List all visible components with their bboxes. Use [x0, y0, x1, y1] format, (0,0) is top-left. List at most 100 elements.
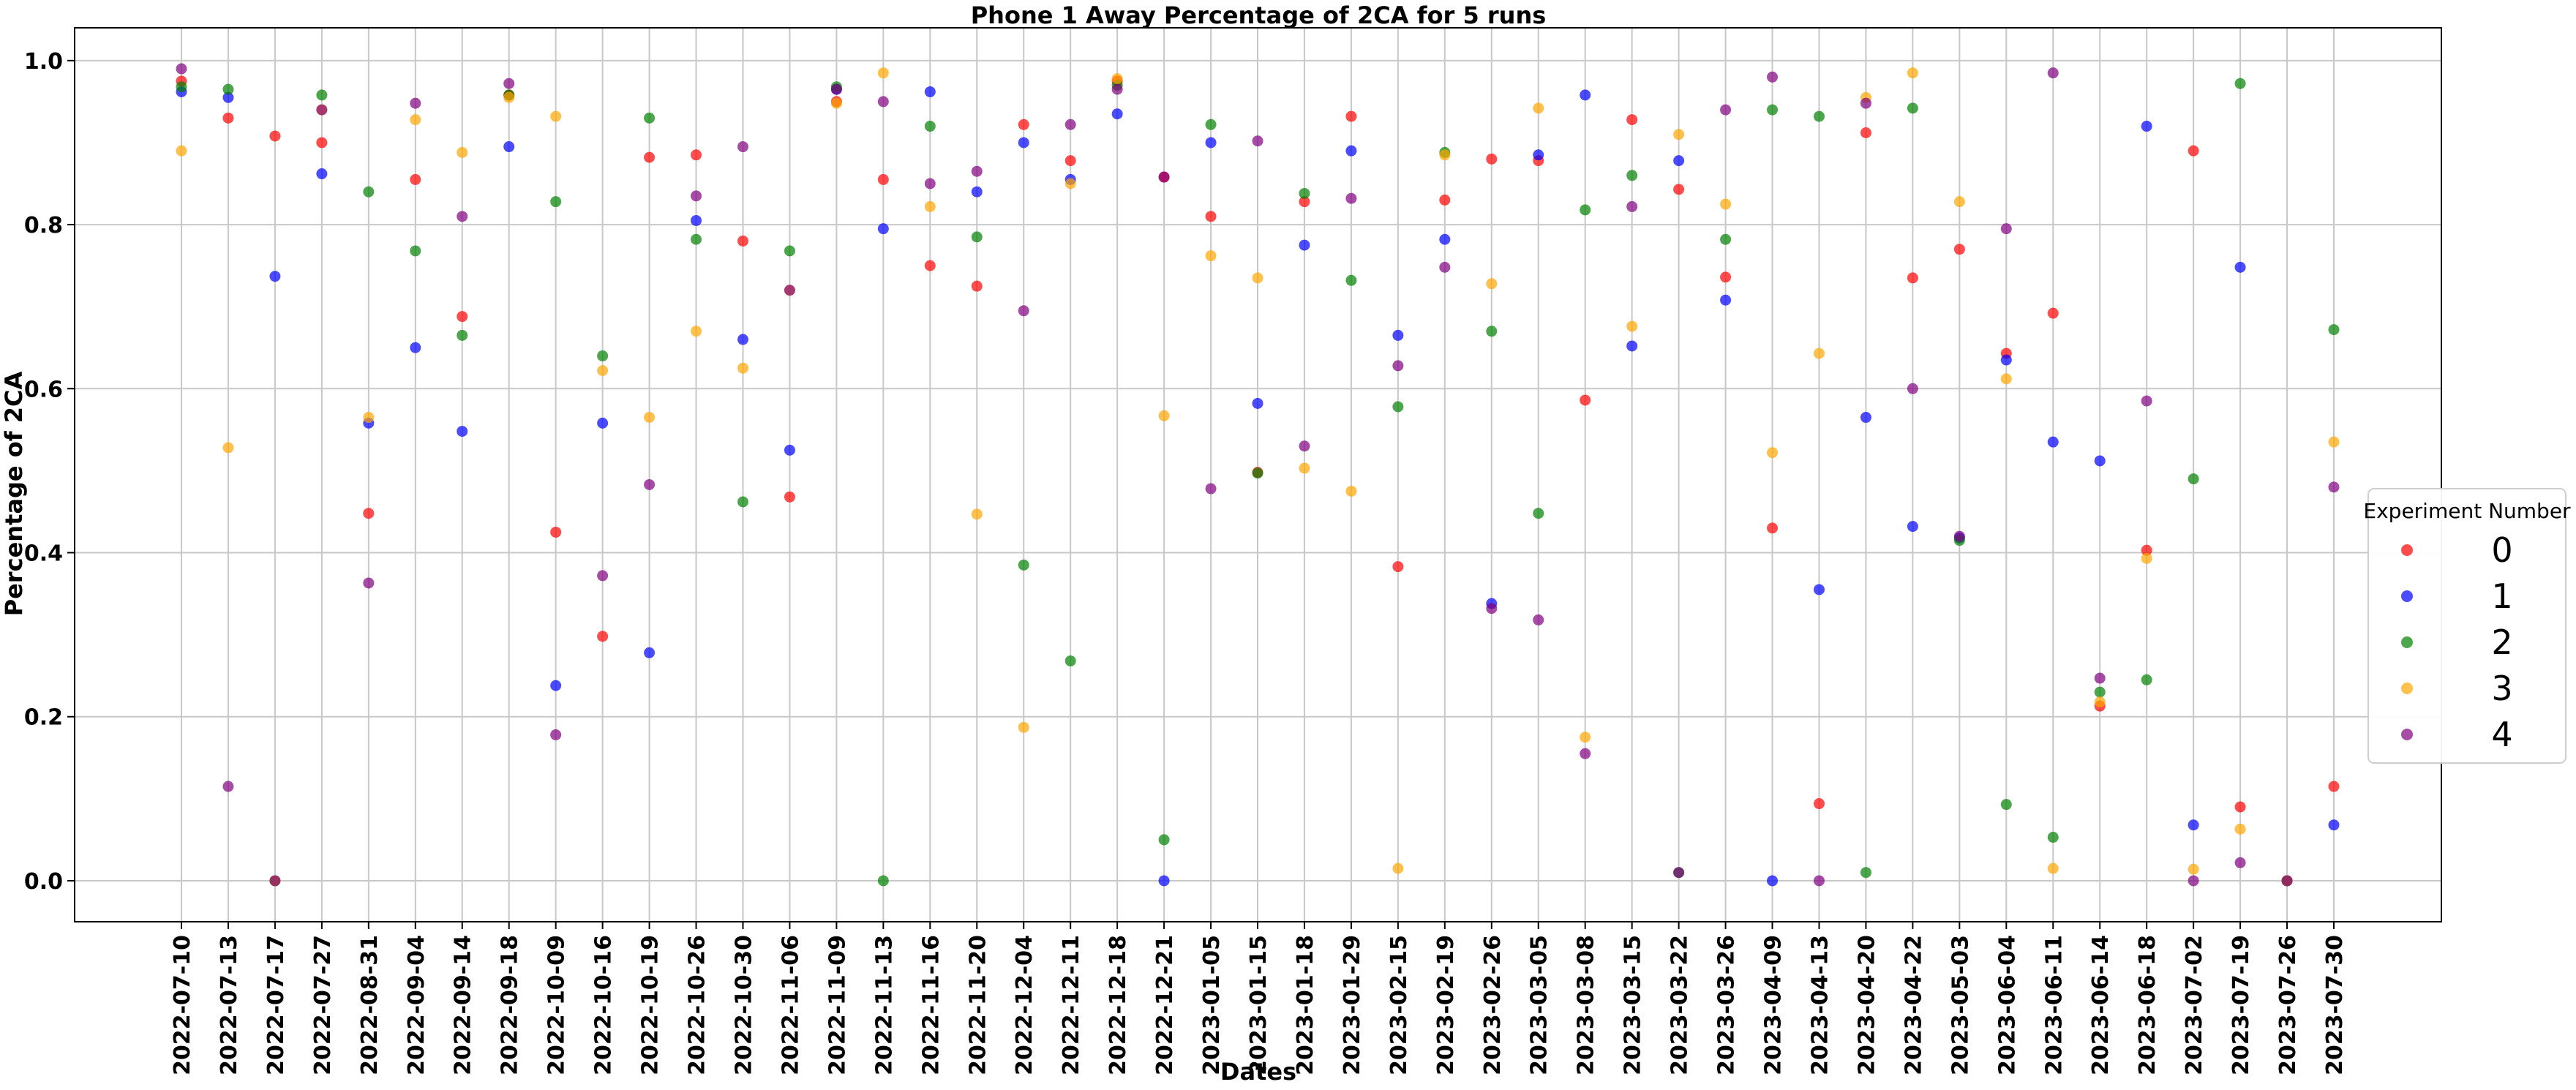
data-point	[1720, 198, 1732, 210]
x-tick-label: 2023-07-30	[2322, 935, 2348, 1075]
data-point	[691, 233, 702, 245]
data-point	[597, 350, 609, 361]
data-point	[2047, 832, 2059, 843]
data-point	[1486, 603, 1498, 614]
data-point	[1064, 655, 1076, 666]
data-point	[1673, 867, 1685, 879]
legend-box	[2367, 488, 2566, 764]
x-tick-label: 2023-04-09	[1761, 935, 1787, 1075]
data-point	[550, 680, 562, 691]
data-point	[2328, 819, 2340, 831]
data-point	[1767, 522, 1779, 534]
data-point	[924, 260, 936, 271]
x-tick-label: 2022-09-04	[404, 935, 429, 1075]
x-tick-label: 2023-01-05	[1199, 935, 1225, 1075]
data-point	[597, 365, 609, 377]
legend-marker-3	[2401, 683, 2413, 694]
data-point	[1345, 485, 1357, 497]
data-point	[1158, 171, 1170, 183]
y-tick-label: 0.4	[24, 541, 63, 567]
x-tick-label: 2023-01-18	[1293, 935, 1318, 1075]
x-tick-label: 2022-11-06	[778, 935, 803, 1075]
data-point	[457, 211, 468, 222]
data-point	[830, 83, 842, 95]
data-point	[1439, 149, 1451, 161]
data-point	[691, 214, 702, 226]
data-point	[1252, 397, 1263, 409]
data-point	[2141, 544, 2152, 556]
data-point	[2000, 373, 2012, 385]
data-point	[550, 110, 562, 122]
data-point	[2141, 395, 2152, 407]
data-point	[924, 178, 936, 189]
data-point	[1252, 467, 1263, 479]
data-point	[2328, 481, 2340, 493]
data-point	[316, 137, 328, 149]
data-point	[1860, 867, 1871, 879]
data-point	[1345, 145, 1357, 157]
data-point	[457, 329, 468, 341]
data-point	[2094, 672, 2106, 684]
legend-label-3: 3	[2491, 669, 2512, 708]
data-point	[1813, 110, 1825, 122]
data-point	[1860, 412, 1871, 424]
data-point	[597, 417, 609, 429]
data-point	[1580, 89, 1591, 101]
data-point	[1626, 340, 1638, 352]
y-tick-label: 0.6	[24, 377, 63, 402]
data-point	[1439, 194, 1451, 206]
legend-label-2: 2	[2491, 623, 2512, 662]
y-axis-label: Percentage of 2CA	[0, 371, 28, 616]
data-point	[1673, 184, 1685, 195]
x-tick-label: 2022-12-04	[1012, 935, 1037, 1075]
data-point	[924, 200, 936, 212]
data-point	[2234, 261, 2246, 273]
data-point	[1299, 440, 1310, 452]
data-point	[2141, 552, 2152, 564]
data-point	[1392, 401, 1404, 413]
data-point	[1345, 274, 1357, 286]
data-point	[1439, 233, 1451, 245]
legend-label-0: 0	[2491, 530, 2512, 570]
data-point	[176, 63, 187, 75]
data-point	[176, 145, 187, 157]
y-tick-label: 1.0	[24, 49, 63, 75]
data-point	[316, 168, 328, 180]
data-point	[1580, 732, 1591, 743]
data-point	[644, 647, 656, 658]
data-point	[1392, 360, 1404, 372]
legend-marker-0	[2401, 544, 2413, 556]
x-tick-label: 2022-11-20	[965, 935, 991, 1075]
data-point	[1205, 211, 1217, 222]
data-point	[1018, 137, 1029, 149]
data-point	[503, 141, 515, 153]
data-point	[2188, 473, 2199, 485]
data-point	[1486, 153, 1498, 165]
data-point	[316, 104, 328, 116]
x-tick-label: 2023-06-14	[2088, 935, 2114, 1075]
x-tick-label: 2022-10-16	[591, 935, 617, 1075]
x-tick-label: 2023-04-13	[1807, 935, 1833, 1075]
x-tick-label: 2023-02-26	[1480, 935, 1506, 1075]
data-point	[316, 89, 328, 101]
data-point	[784, 491, 795, 503]
x-tick-label: 2023-03-05	[1527, 935, 1552, 1075]
data-point	[1158, 834, 1170, 846]
x-tick-label: 2022-12-21	[1152, 935, 1178, 1075]
data-point	[2281, 875, 2293, 887]
data-point	[1205, 137, 1217, 149]
data-point	[1860, 127, 1871, 139]
data-point	[1252, 135, 1263, 147]
x-tick-label: 2023-05-03	[1948, 935, 1973, 1075]
x-tick-label: 2023-04-22	[1901, 935, 1926, 1075]
data-point	[1018, 119, 1029, 130]
x-tick-label: 2023-07-26	[2275, 935, 2301, 1075]
x-tick-label: 2023-06-04	[1994, 935, 2020, 1075]
data-point	[877, 96, 889, 108]
data-point	[2328, 324, 2340, 336]
data-point	[1907, 521, 1918, 533]
data-point	[2000, 223, 2012, 235]
x-tick-label: 2023-02-19	[1433, 935, 1459, 1075]
data-point	[1533, 149, 1544, 161]
data-point	[1673, 155, 1685, 167]
